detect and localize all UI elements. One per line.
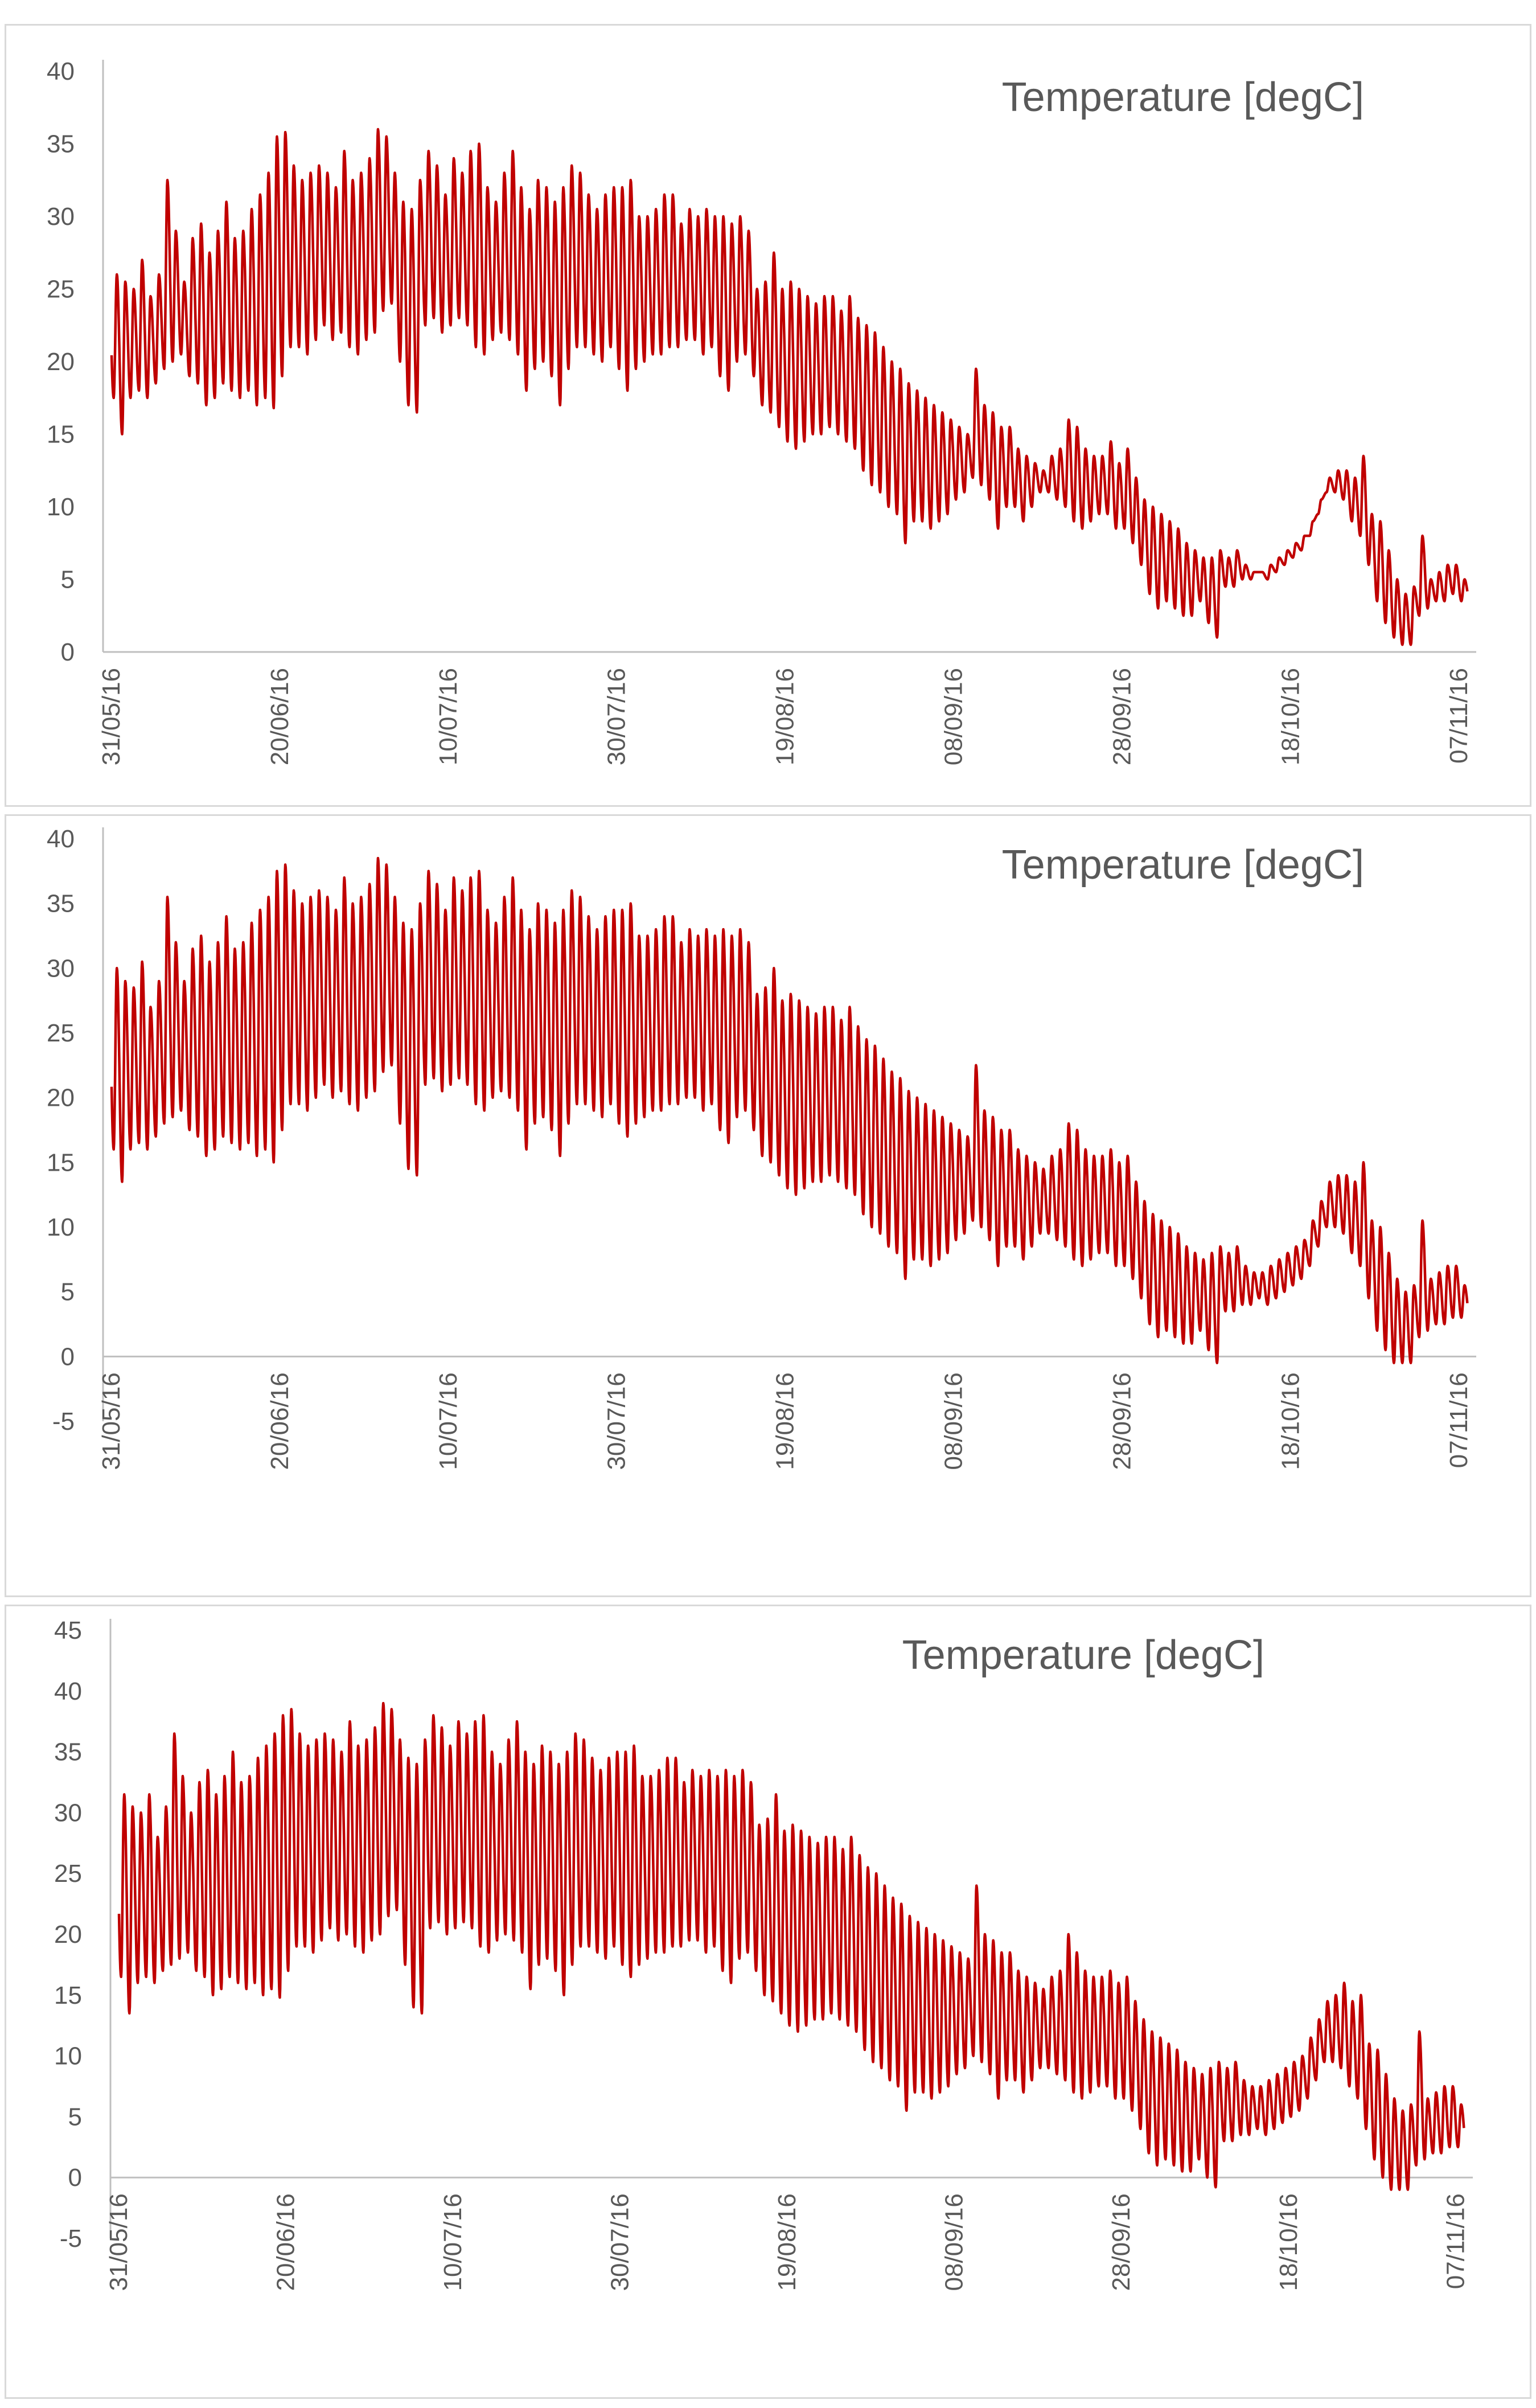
x-tick-label: 07/11/16 [1445, 668, 1473, 764]
chart-panel-3: -5 0 5 10 15 20 25 30 35 40 45 31/05/16 20/06/16 10/0… [5, 1605, 1531, 2399]
y-tick-label: 15 [47, 1148, 75, 1176]
y-tick-label: 35 [54, 1738, 82, 1766]
y-tick-label: 25 [54, 1860, 82, 1888]
chart-title: Temperature [degC] [1002, 75, 1364, 120]
y-tick-label: -5 [60, 2225, 82, 2253]
x-tick-label: 10/07/16 [434, 668, 462, 765]
x-tick-label: 08/09/16 [940, 668, 968, 765]
y-tick-label: 5 [68, 2103, 82, 2131]
y-tick-label: 25 [47, 276, 75, 303]
x-tick-label: 31/05/16 [97, 1372, 125, 1470]
temperature-series-line [110, 856, 1469, 1364]
x-tick-label: 18/10/16 [1276, 668, 1304, 765]
y-tick-label: -5 [52, 1408, 75, 1435]
temperature-chart-3: -5 0 5 10 15 20 25 30 35 40 45 31/05/16 20/06/16 10/0… [54, 1617, 1473, 2291]
y-tick-label: 10 [54, 2042, 82, 2070]
y-tick-label: 15 [47, 421, 75, 449]
x-tick-label: 28/09/16 [1107, 2193, 1135, 2291]
x-tick-label: 20/06/16 [266, 668, 294, 765]
x-tick-label: 08/09/16 [941, 2193, 968, 2291]
x-tick-label: 30/07/16 [603, 1372, 631, 1470]
y-tick-label: 40 [54, 1677, 82, 1705]
temperature-chart-1: 0 5 10 15 20 25 30 35 40 31/05/16 20/06/16 10/07/16… [47, 58, 1476, 765]
y-tick-label: 20 [47, 348, 75, 376]
y-tick-label: 10 [47, 493, 75, 521]
x-tick-label: 10/07/16 [439, 2193, 467, 2291]
y-tick-label: 5 [61, 1278, 75, 1306]
x-tick-label: 31/05/16 [105, 2193, 133, 2291]
y-tick-label: 5 [61, 566, 75, 594]
y-tick-label: 0 [61, 1343, 75, 1371]
y-tick-label: 35 [47, 130, 75, 158]
x-tick-label: 19/08/16 [771, 668, 799, 765]
x-tick-label: 18/10/16 [1276, 1372, 1304, 1470]
x-tick-label: 30/07/16 [603, 668, 631, 765]
x-tick-label: 28/09/16 [1108, 1372, 1136, 1470]
temperature-series-line [110, 128, 1469, 646]
y-tick-label: 30 [47, 954, 75, 982]
y-tick-label: 30 [47, 203, 75, 231]
y-tick-label: 0 [61, 638, 75, 666]
x-tick-label: 18/10/16 [1275, 2193, 1303, 2291]
y-tick-label: 0 [68, 2164, 82, 2192]
temperature-series-line [117, 1701, 1465, 2191]
y-tick-label: 40 [47, 825, 75, 853]
x-tick-label: 08/09/16 [940, 1372, 968, 1470]
chart-title: Temperature [degC] [902, 1632, 1264, 1678]
y-tick-label: 35 [47, 890, 75, 918]
y-tick-label: 20 [47, 1084, 75, 1112]
chart-panel-2: -5 0 5 10 15 20 25 30 35 40 31/05/16 20/06/16 10/07/… [5, 814, 1531, 1597]
y-tick-label: 20 [54, 1921, 82, 1948]
x-tick-label: 19/08/16 [773, 2193, 801, 2291]
x-tick-label: 10/07/16 [434, 1372, 462, 1470]
x-tick-label: 28/09/16 [1108, 668, 1136, 765]
y-tick-label: 30 [54, 1799, 82, 1827]
x-tick-label: 30/07/16 [606, 2193, 634, 2291]
x-tick-label: 20/06/16 [272, 2193, 300, 2291]
chart-panel-1: 0 5 10 15 20 25 30 35 40 31/05/16 20/06/16 10/07/16… [5, 24, 1531, 807]
x-tick-label: 20/06/16 [266, 1372, 294, 1470]
x-tick-label: 19/08/16 [771, 1372, 799, 1470]
temperature-chart-2: -5 0 5 10 15 20 25 30 35 40 31/05/16 20/06/16 10/07/… [47, 825, 1476, 1470]
x-tick-label: 07/11/16 [1445, 1372, 1473, 1468]
y-tick-label: 25 [47, 1019, 75, 1047]
y-tick-label: 40 [47, 58, 75, 85]
y-tick-label: 45 [54, 1617, 82, 1644]
y-tick-label: 15 [54, 1982, 82, 2009]
x-tick-label: 31/05/16 [97, 668, 125, 765]
y-tick-label: 10 [47, 1213, 75, 1241]
chart-title: Temperature [degC] [1002, 842, 1364, 888]
x-tick-label: 07/11/16 [1441, 2193, 1469, 2289]
